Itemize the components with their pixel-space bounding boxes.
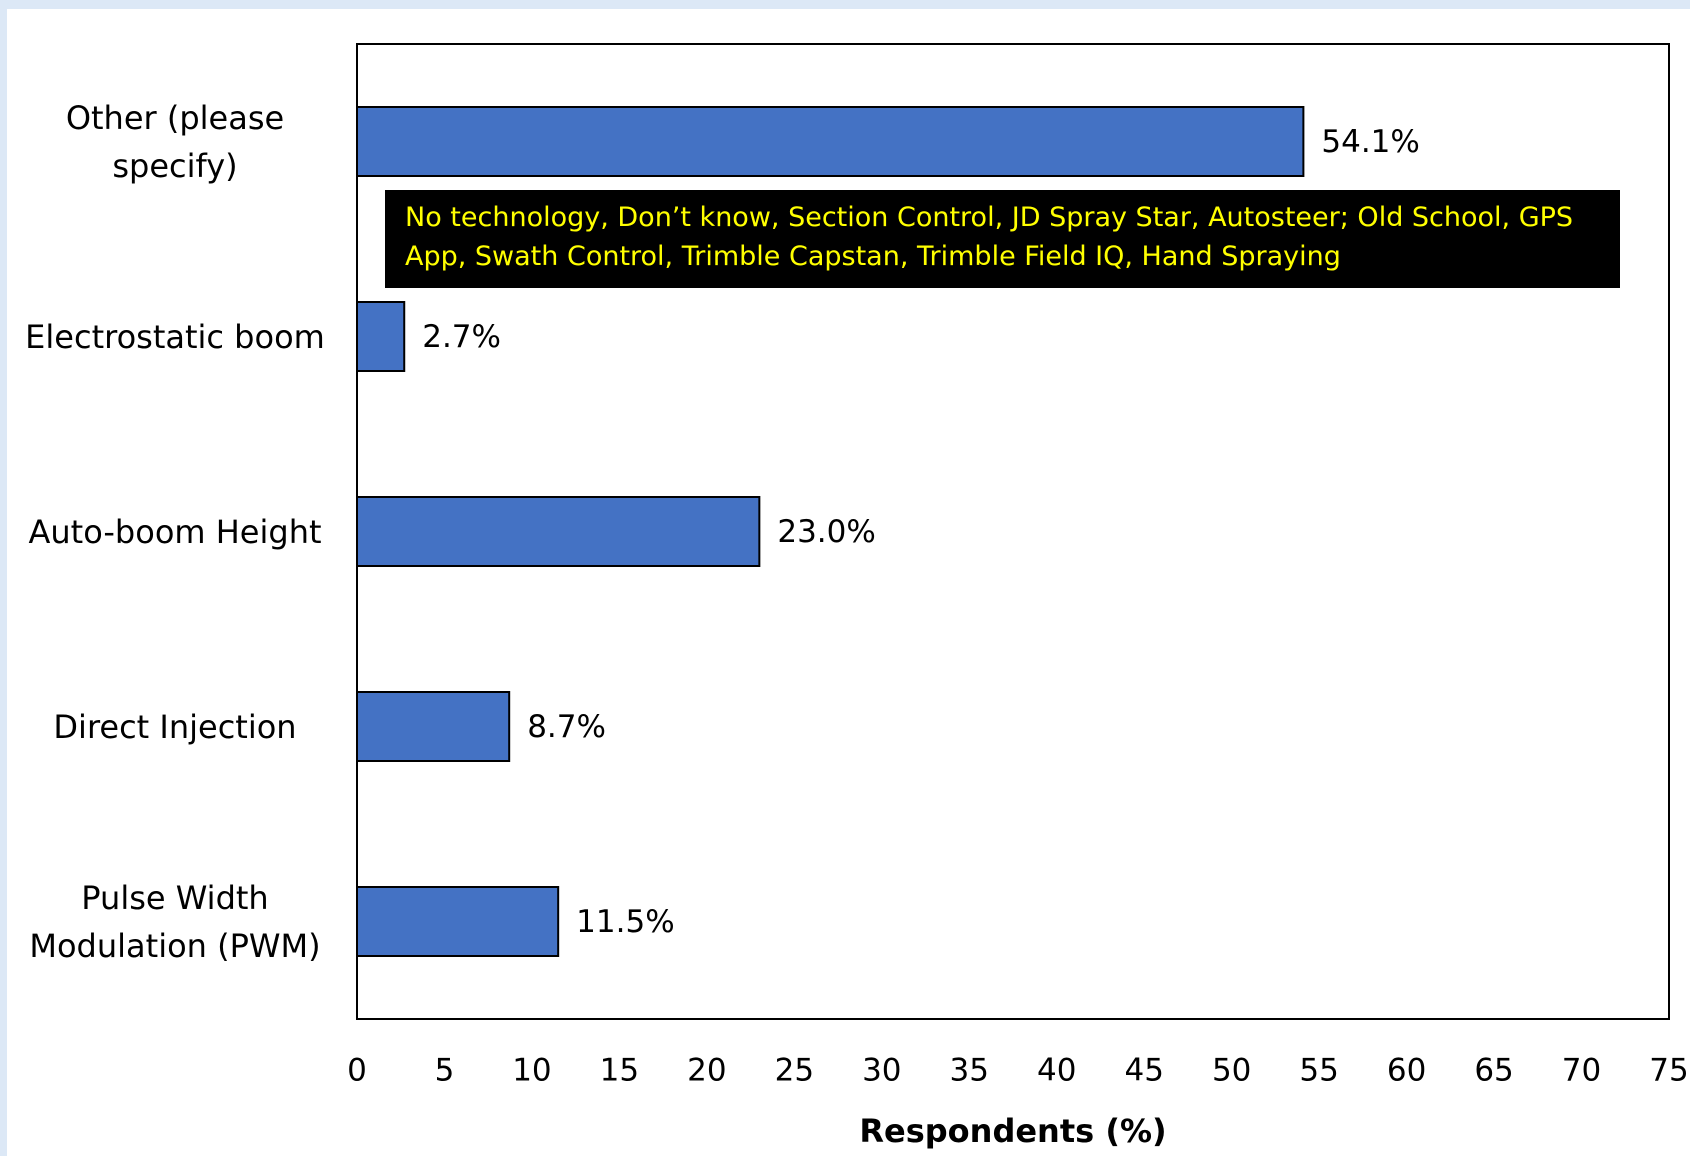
bar <box>356 106 1305 177</box>
x-tick-label: 15 <box>600 1053 639 1089</box>
x-tick-label: 60 <box>1387 1053 1426 1089</box>
x-tick-label: 50 <box>1212 1053 1251 1089</box>
value-label: 23.0% <box>777 514 875 550</box>
x-tick-label: 10 <box>512 1053 551 1089</box>
value-label: 2.7% <box>422 319 501 355</box>
y-tick-label: Pulse Width Modulation (PWM) <box>29 878 321 965</box>
x-tick-label: 30 <box>862 1053 901 1089</box>
x-tick-label: 45 <box>1124 1053 1163 1089</box>
value-label: 54.1% <box>1321 124 1419 160</box>
y-tick-label: Electrostatic boom <box>25 317 325 356</box>
x-tick-label: 25 <box>775 1053 814 1089</box>
x-tick-label: 75 <box>1649 1053 1688 1089</box>
x-tick-label: 65 <box>1474 1053 1513 1089</box>
x-tick-label: 40 <box>1037 1053 1076 1089</box>
x-tick-label: 70 <box>1562 1053 1601 1089</box>
y-tick-label: Other (please specify) <box>65 98 285 185</box>
x-axis-title: Respondents (%) <box>859 1112 1167 1150</box>
x-tick-label: 0 <box>347 1053 367 1089</box>
x-tick-label: 55 <box>1299 1053 1338 1089</box>
y-tick-label: Auto-boom Height <box>28 512 322 551</box>
x-tick-label: 35 <box>950 1053 989 1089</box>
annotation: No technology, Don’t know, Section Contr… <box>385 190 1620 288</box>
x-tick-label: 5 <box>435 1053 455 1089</box>
x-tick-label: 20 <box>687 1053 726 1089</box>
bar <box>356 496 761 567</box>
value-label: 11.5% <box>576 904 674 940</box>
bar <box>356 301 406 372</box>
plot-frame <box>356 43 1670 1020</box>
bar <box>356 886 560 957</box>
value-label: 8.7% <box>527 709 606 745</box>
y-tick-label: Direct Injection <box>53 707 297 746</box>
bar <box>356 691 511 762</box>
